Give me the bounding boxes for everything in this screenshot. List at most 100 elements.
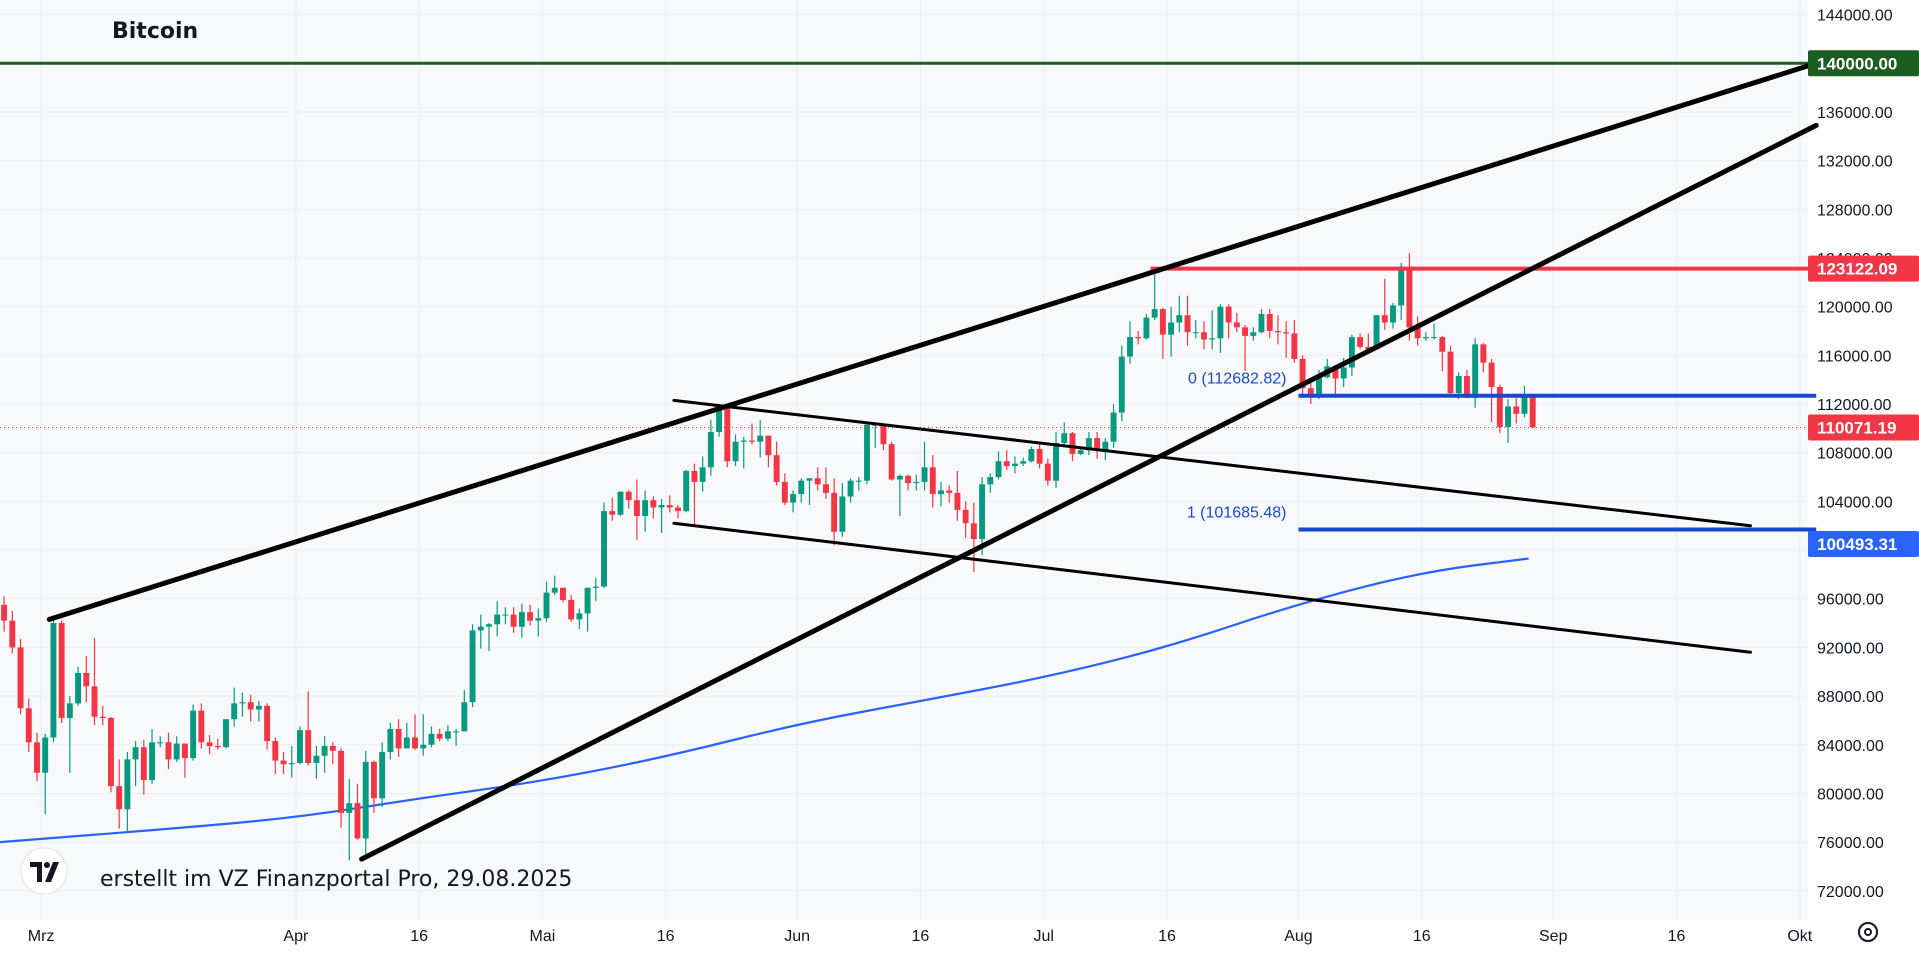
candle-body <box>1274 331 1281 333</box>
candle-body <box>1488 362 1495 387</box>
candle-body <box>305 730 312 764</box>
candle-body <box>354 803 361 839</box>
time-tick-label: 16 <box>657 928 675 945</box>
candle-body <box>954 492 961 510</box>
candle-body <box>1447 351 1454 394</box>
candle-body <box>559 587 566 600</box>
candle-body <box>107 717 114 787</box>
candle-body <box>658 505 665 508</box>
candle-body <box>1390 305 1396 323</box>
candle-body <box>740 440 747 442</box>
candle-body <box>1266 313 1273 332</box>
candle-body <box>1291 333 1298 359</box>
candle-body <box>1299 358 1306 389</box>
price-tick-label: 120000.00 <box>1817 300 1893 317</box>
candle-body <box>1422 337 1429 339</box>
resistance-value-tag-label: 123122.09 <box>1817 260 1897 279</box>
candle-body <box>1455 376 1462 394</box>
candles-layer <box>1 253 1536 861</box>
candle-body <box>1242 327 1249 336</box>
price-tags: 110071.19 100493.31 123122.09 140000.00 <box>1808 50 1919 558</box>
last-price-tag-label: 110071.19 <box>1817 418 1896 437</box>
candle-body <box>477 626 484 631</box>
candle-body <box>1118 356 1125 413</box>
candle-body <box>1151 309 1158 318</box>
candle-body <box>1 604 8 621</box>
price-tick-label: 92000.00 <box>1817 640 1884 657</box>
candle-body <box>338 750 345 813</box>
candle-body <box>757 435 764 442</box>
candle-body <box>814 478 821 485</box>
candle-body <box>1135 337 1142 339</box>
candle-body <box>403 737 410 749</box>
candle-body <box>1003 461 1010 467</box>
ma-value-tag <box>1808 531 1919 558</box>
price-tick-label: 76000.00 <box>1817 835 1884 852</box>
candle-body <box>173 743 180 760</box>
candle-body <box>1250 332 1257 336</box>
candle-body <box>1217 306 1224 339</box>
candle-body <box>970 523 977 540</box>
candle-body <box>428 733 435 745</box>
price-tick-label: 108000.00 <box>1817 446 1893 463</box>
candle-body <box>724 407 731 462</box>
tradingview-logo[interactable] <box>20 847 68 895</box>
candle-body <box>1472 344 1479 398</box>
candle-body <box>387 728 394 753</box>
candle-body <box>601 511 607 587</box>
price-tick-label: 128000.00 <box>1817 202 1893 219</box>
time-tick-label: Mrz <box>28 928 55 945</box>
falling-channel-lower-line <box>672 521 1752 654</box>
time-axis[interactable]: Mrz Apr 16 Mai 16 Jun 16 Jul 16 Aug 16 Sep 16 Okt <box>28 928 1813 945</box>
price-tick-label: 80000.00 <box>1817 786 1884 803</box>
candle-body <box>370 761 377 799</box>
candle-body <box>272 741 279 761</box>
candle-body <box>1192 332 1199 334</box>
credit-text: erstellt im VZ Finanzportal Pro, 29.08.2… <box>100 867 572 892</box>
candle-body <box>1463 376 1470 398</box>
candle-body <box>214 745 221 748</box>
price-tick-label: 84000.00 <box>1817 738 1884 755</box>
candle-body <box>962 509 969 524</box>
candle-body <box>313 755 320 764</box>
candle-body <box>1307 388 1314 397</box>
candle-body <box>1176 315 1183 323</box>
candle-body <box>732 441 739 462</box>
candle-body <box>683 470 690 512</box>
candle-body <box>9 620 16 648</box>
price-tick-label: 144000.00 <box>1817 8 1893 25</box>
candle-body <box>1381 315 1388 323</box>
plot-background <box>0 0 1808 920</box>
candle-body <box>1225 306 1232 323</box>
candle-body <box>124 759 131 810</box>
candle-body <box>864 424 870 481</box>
candle-body <box>1028 449 1035 462</box>
time-tick-label: Okt <box>1787 928 1812 945</box>
candle-body <box>781 481 788 503</box>
candle-body <box>921 467 928 482</box>
candle-body <box>987 477 994 485</box>
candle-body <box>1233 322 1240 328</box>
candle-body <box>420 744 427 749</box>
candle-body <box>494 614 501 625</box>
candle-body <box>1513 406 1520 414</box>
candle-body <box>1168 322 1175 335</box>
candle-body <box>707 432 714 468</box>
candle-body <box>1365 346 1372 350</box>
time-tick-label: Mai <box>530 928 556 945</box>
settings-icon[interactable] <box>1858 922 1878 942</box>
price-tick-label: 104000.00 <box>1817 494 1893 511</box>
candle-body <box>666 505 673 508</box>
candle-body <box>576 613 583 620</box>
candle-body <box>855 480 862 482</box>
candle-body <box>535 618 542 621</box>
time-tick-label: 16 <box>1668 928 1686 945</box>
last-price-tag <box>1808 414 1919 441</box>
candle-body <box>1020 461 1027 464</box>
candle-body <box>1201 332 1207 340</box>
candle-body <box>617 491 624 515</box>
candle-body <box>510 614 517 627</box>
price-tick-label: 72000.00 <box>1817 884 1884 901</box>
candle-body <box>642 500 649 516</box>
